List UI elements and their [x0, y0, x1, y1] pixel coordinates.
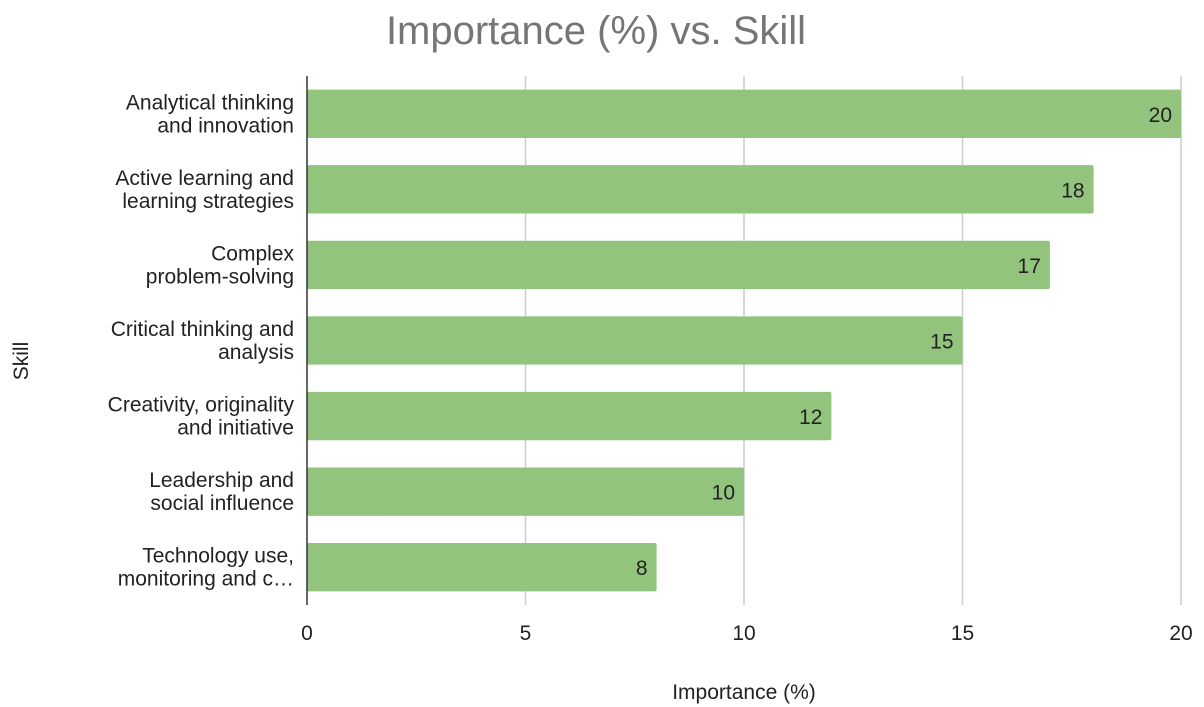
bar	[307, 240, 1050, 290]
x-tick-label: 0	[301, 622, 313, 645]
bar	[307, 89, 1181, 138]
bar	[307, 165, 1094, 214]
data-label: 10	[712, 482, 735, 505]
bar	[307, 543, 657, 592]
x-tick-label: 15	[951, 622, 974, 645]
data-label: 20	[1149, 104, 1172, 127]
x-tick-label: 10	[732, 622, 755, 645]
data-label: 17	[1018, 255, 1041, 278]
category-label: Leadership and social influence	[149, 469, 294, 515]
category-label: Critical thinking and analysis	[111, 318, 294, 364]
bar	[307, 391, 832, 441]
x-axis-title: Importance (%)	[672, 681, 816, 704]
data-label: 18	[1061, 179, 1084, 202]
data-label: 8	[636, 557, 648, 580]
category-label: Technology use, monitoring and c…	[118, 545, 294, 591]
category-labels: Analytical thinking and innovation Active …	[108, 91, 295, 590]
x-tick-label: 20	[1169, 622, 1192, 645]
bar	[307, 467, 744, 516]
category-label: Analytical thinking and innovation	[126, 91, 294, 137]
category-label: Active learning and learning strategies	[115, 167, 294, 213]
category-label: Creativity, originality and initiative	[108, 394, 295, 440]
x-tick-label: 5	[520, 622, 532, 645]
x-tick-labels: 0 5 10 15 20	[301, 622, 1193, 645]
chart-title: Importance (%) vs. Skill	[386, 9, 806, 53]
bar	[307, 316, 963, 365]
bars: 20 18 17 15 12 10 8	[307, 89, 1181, 592]
y-axis-title: Skill	[10, 342, 33, 381]
data-label: 12	[799, 406, 822, 429]
category-label: Complex problem-solving	[146, 242, 295, 288]
data-label: 15	[930, 331, 953, 354]
